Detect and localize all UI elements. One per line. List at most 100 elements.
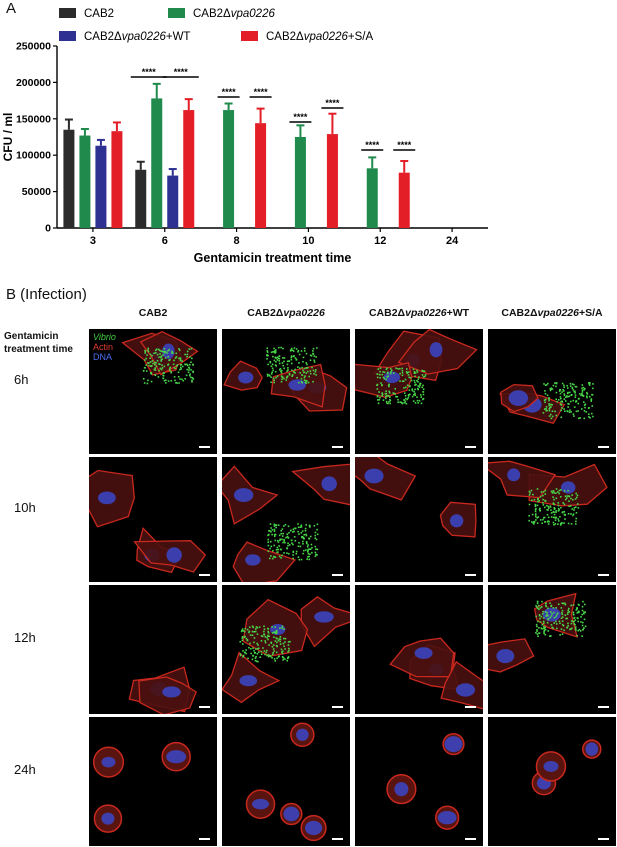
bar xyxy=(111,131,123,228)
scale-bar xyxy=(332,574,343,576)
micrograph-image xyxy=(245,722,327,842)
scale-bar xyxy=(199,446,210,448)
significance-label: **** xyxy=(293,112,308,122)
micrograph-tile xyxy=(488,329,616,454)
micrograph-tile xyxy=(222,457,350,582)
significance-label: **** xyxy=(365,140,380,150)
stain-legend-vibrio: Vibrio xyxy=(93,332,116,342)
scale-bar xyxy=(199,706,210,708)
micrograph-image xyxy=(389,637,483,710)
bar xyxy=(95,145,107,228)
micrograph-tile xyxy=(89,457,217,582)
column-header: CAB2Δvpa0226 xyxy=(247,307,325,319)
legend-label: CAB2Δvpa0226 xyxy=(193,8,275,20)
column-header: CAB2Δvpa0226+S/A xyxy=(501,307,603,319)
scale-bar xyxy=(199,574,210,576)
x-tick-label: 3 xyxy=(90,235,96,247)
micrograph-tile xyxy=(488,585,616,714)
bar xyxy=(326,134,338,228)
scale-bar xyxy=(465,446,476,448)
stain-legend-actin: Actin xyxy=(93,342,114,352)
micrograph-image xyxy=(531,739,602,796)
significance-label: **** xyxy=(325,98,340,108)
y-tick-label: 50000 xyxy=(22,186,51,198)
significance-label: **** xyxy=(222,87,237,97)
micrograph-image xyxy=(121,330,199,385)
significance-label: **** xyxy=(254,87,269,97)
micrograph-image xyxy=(488,592,587,673)
micrograph-image xyxy=(355,329,478,405)
scale-bar xyxy=(465,574,476,576)
stain-legend: Vibrio Actin DNA xyxy=(93,332,116,362)
micrograph-tile xyxy=(222,329,350,454)
y-tick-label: 100000 xyxy=(16,150,51,162)
bar xyxy=(255,123,267,228)
y-tick-label: 250000 xyxy=(16,41,51,53)
y-axis-title: CFU / ml xyxy=(1,113,15,162)
y-tick-label: 0 xyxy=(45,223,51,235)
column-header: CAB2 xyxy=(138,307,168,319)
micrograph-image xyxy=(488,460,608,526)
panel-b-label: B (Infection) xyxy=(6,286,87,303)
scale-bar xyxy=(332,446,343,448)
row-label: 12h xyxy=(14,629,36,645)
bar xyxy=(366,168,378,228)
micrograph-tile xyxy=(222,585,350,714)
micrograph-tile xyxy=(89,717,217,846)
bar xyxy=(151,98,163,228)
bar xyxy=(79,135,91,228)
micrograph-image xyxy=(222,595,350,704)
scale-bar xyxy=(332,706,343,708)
legend-swatch xyxy=(168,8,185,18)
micrograph-image xyxy=(499,382,594,424)
micrograph-tile xyxy=(355,717,483,846)
x-axis-title: Gentamicin treatment time xyxy=(194,251,352,265)
micrograph-tile: Vibrio Actin DNA xyxy=(89,329,217,454)
row-label: 24h xyxy=(14,761,36,777)
x-tick-label: 8 xyxy=(234,235,240,247)
bar-chart: 0 50000 100000 150000 200000 250000 3 6 8 10 12 24 G… xyxy=(1,8,488,265)
scale-bar xyxy=(465,838,476,840)
bar xyxy=(167,175,179,228)
micrograph-tile xyxy=(488,457,616,582)
micrograph-image xyxy=(355,457,477,538)
legend-swatch xyxy=(59,31,76,41)
x-tick-label: 10 xyxy=(302,235,314,247)
micrograph-tile xyxy=(355,585,483,714)
micrograph-image xyxy=(223,346,348,412)
micrograph-tile xyxy=(355,457,483,582)
significance-label: **** xyxy=(142,67,157,77)
bar xyxy=(223,110,235,228)
micrograph-tile xyxy=(222,717,350,846)
micrograph-image xyxy=(89,469,207,574)
micrograph-image xyxy=(222,463,350,582)
legend-swatch xyxy=(59,8,76,18)
row-axis-title: Gentamicin treatment time xyxy=(4,330,73,356)
legend-swatch xyxy=(241,31,258,41)
micrograph-tile xyxy=(488,717,616,846)
bar xyxy=(135,169,147,228)
scale-bar xyxy=(598,446,609,448)
x-tick-label: 6 xyxy=(162,235,168,247)
bar xyxy=(183,110,195,228)
bar xyxy=(63,129,75,228)
scale-bar xyxy=(598,838,609,840)
x-tick-label: 12 xyxy=(374,235,386,247)
micrograph-tile xyxy=(355,329,483,454)
scale-bar xyxy=(598,706,609,708)
scale-bar xyxy=(199,838,210,840)
legend-label: CAB2Δvpa0226+S/A xyxy=(266,31,373,43)
stain-legend-dna: DNA xyxy=(93,352,113,362)
panel-a-label: A xyxy=(6,0,17,17)
bar xyxy=(398,172,410,228)
scale-bar xyxy=(465,706,476,708)
legend-label: CAB2 xyxy=(84,8,114,20)
row-label: 10h xyxy=(14,499,36,515)
y-tick-label: 200000 xyxy=(16,77,51,89)
micrograph-tile xyxy=(89,585,217,714)
scale-bar xyxy=(332,838,343,840)
row-axis-title-line1: Gentamicin xyxy=(4,331,59,342)
column-header: CAB2Δvpa0226+WT xyxy=(368,307,470,319)
significance-label: **** xyxy=(397,140,412,150)
row-axis-title-line2: treatment time xyxy=(4,344,73,355)
